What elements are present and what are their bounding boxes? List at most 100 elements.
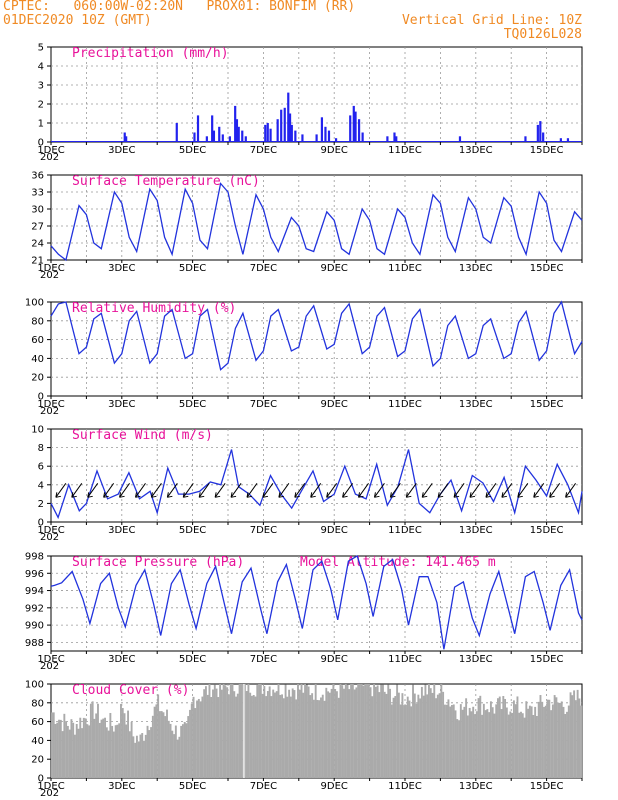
cloud-bar: [281, 694, 283, 778]
cloud-bar: [206, 694, 209, 778]
precip-bar: [280, 109, 283, 142]
cloud-bar: [259, 684, 262, 778]
cloud-bar: [139, 734, 142, 778]
cloud-bar: [243, 684, 246, 778]
cloud-bar: [164, 716, 167, 778]
cloud-bar: [304, 684, 307, 778]
cloud-bar: [120, 703, 122, 778]
cloud-panel-ytick-label: 60: [31, 717, 44, 728]
temp-panel-ytick-label: 30: [31, 205, 44, 216]
wind-arrowhead: [71, 492, 77, 498]
wind-arrow: [310, 483, 322, 498]
cloud-bar: [59, 719, 62, 778]
wind-arrowhead: [87, 492, 93, 498]
wind-arrowhead: [150, 492, 157, 498]
wind-panel-frame: [50, 428, 583, 523]
precip-bar: [324, 126, 327, 142]
cloud-bar: [305, 684, 308, 778]
cloud-bar: [355, 687, 358, 778]
precip-bar: [211, 115, 214, 142]
cloud-bar: [307, 686, 310, 778]
cloud-bar: [574, 700, 577, 778]
cloud-bar: [534, 706, 537, 778]
cloud-bar: [97, 703, 99, 778]
wind-panel-xtick-label: 5DEC: [179, 525, 206, 536]
temp-panel-ytick-label: 36: [31, 171, 44, 182]
cloud-bar: [189, 709, 191, 778]
rh-panel-xtick-label: 13DEC: [459, 399, 493, 410]
cloud-bar: [511, 712, 514, 778]
precip-bar: [566, 138, 570, 142]
cloud-bar: [525, 701, 528, 778]
cloud-bar: [74, 734, 76, 778]
rh-panel-frame: [50, 301, 583, 397]
cloud-bar: [212, 689, 214, 778]
cloud-bar: [385, 693, 388, 778]
cloud-bar: [380, 684, 383, 778]
temp-series-line: [50, 182, 583, 262]
precip-panel-xtick-label: 11DEC: [388, 145, 422, 156]
cloud-bar: [288, 689, 291, 778]
header-grid-note: Vertical Grid Line: 10Z: [401, 13, 582, 28]
cloud-bar: [208, 684, 211, 778]
cloud-bar: [412, 684, 414, 778]
cloud-bar: [330, 688, 333, 778]
pres-panel-ytick-label: 992: [25, 603, 44, 614]
cloud-bar: [459, 704, 462, 778]
wind-arrowhead: [421, 492, 428, 498]
cloud-bar: [222, 684, 225, 778]
cloud-bar: [127, 710, 130, 778]
cloud-bar: [311, 693, 314, 778]
pres-panel-xtick-label: 9DEC: [321, 654, 348, 665]
cloud-bar: [58, 719, 60, 778]
cloud-bar: [482, 703, 485, 778]
wind-arrow: [119, 483, 130, 498]
cloud-bar: [242, 684, 245, 778]
rh-panel-xtick-sublabel: 202: [40, 406, 59, 417]
cloud-panel-xtick-sublabel: 202: [40, 788, 59, 799]
cloud-bar: [502, 696, 505, 778]
cloud-bar: [302, 692, 305, 778]
cloud-bar: [236, 693, 239, 778]
cloud-panel-xtick-label: 3DEC: [108, 781, 135, 792]
cloud-bar: [125, 724, 128, 778]
wind-arrow: [501, 483, 513, 498]
cloud-bar: [406, 696, 409, 778]
pres-panel-frame: [50, 555, 583, 652]
cloud-bar: [228, 694, 230, 778]
cloud-bar: [443, 704, 446, 778]
cloud-bar: [160, 711, 163, 778]
wind-arrowhead: [278, 492, 284, 498]
wind-arrow: [342, 483, 353, 498]
precip-bar: [205, 136, 208, 142]
precip-bar: [269, 128, 272, 142]
cloud-bar: [118, 723, 121, 778]
precip-panel-xtick-label: 3DEC: [108, 145, 135, 156]
pres-panel-ytick-label: 998: [25, 552, 44, 563]
rh-panel-xtick-label: 7DEC: [250, 399, 277, 410]
cloud-bar: [373, 684, 376, 778]
cloud-bar: [401, 693, 404, 778]
wind-arrow: [214, 483, 226, 498]
cloud-bar: [527, 708, 530, 778]
cloud-panel-xtick-label: 1DEC: [37, 781, 64, 792]
cloud-bar: [192, 696, 195, 778]
cloud-bar: [249, 692, 252, 778]
cloud-bar: [268, 686, 271, 778]
pres-panel-xtick-label: 13DEC: [459, 654, 493, 665]
cloud-panel-ytick-label: 0: [38, 774, 44, 785]
cloud-bar: [514, 704, 517, 778]
cloud-bar: [235, 696, 237, 778]
temp-panel-ytick-label: 33: [31, 188, 44, 199]
cloud-bar: [134, 742, 137, 778]
cloud-bar: [219, 684, 222, 778]
precip-bar: [283, 107, 286, 142]
cloud-bar: [65, 721, 68, 778]
cloud-bar: [523, 717, 526, 778]
cloud-bar: [445, 704, 448, 778]
cloud-bar: [245, 691, 248, 778]
precip-bar: [244, 136, 247, 142]
cloud-bar: [512, 700, 515, 778]
cloud-bar: [362, 685, 365, 778]
precip-panel-ytick-label: 0: [38, 138, 44, 149]
